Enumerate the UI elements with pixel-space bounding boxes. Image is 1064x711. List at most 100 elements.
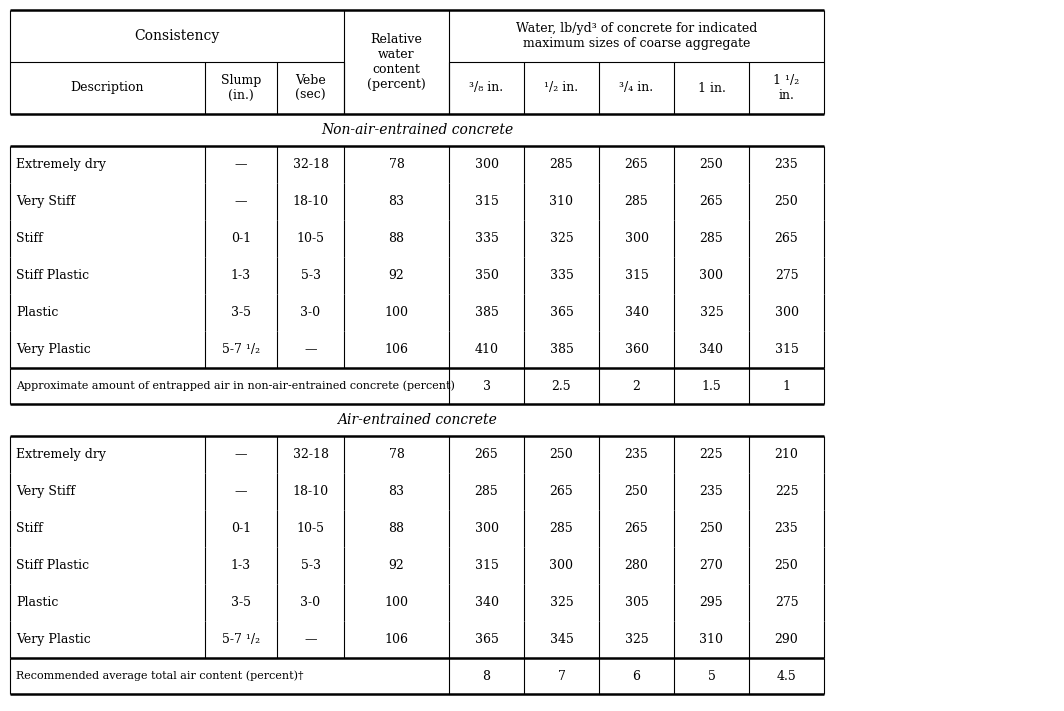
Text: 235: 235 xyxy=(775,522,798,535)
Text: 6: 6 xyxy=(632,670,641,683)
Text: 310: 310 xyxy=(699,633,724,646)
Text: 3: 3 xyxy=(482,380,491,392)
Text: 250: 250 xyxy=(700,158,724,171)
Text: Air-entrained concrete: Air-entrained concrete xyxy=(337,413,497,427)
Text: 1-3: 1-3 xyxy=(231,559,251,572)
Text: Plastic: Plastic xyxy=(16,306,59,319)
Text: 335: 335 xyxy=(550,269,573,282)
Text: 350: 350 xyxy=(475,269,498,282)
Text: 340: 340 xyxy=(699,343,724,356)
Text: 265: 265 xyxy=(625,158,648,171)
Text: 285: 285 xyxy=(700,232,724,245)
Text: 250: 250 xyxy=(625,485,648,498)
Text: Very Plastic: Very Plastic xyxy=(16,343,90,356)
Text: 300: 300 xyxy=(475,522,499,535)
Text: 83: 83 xyxy=(388,195,404,208)
Text: 250: 250 xyxy=(550,448,573,461)
Text: 265: 265 xyxy=(775,232,798,245)
Text: 3-5: 3-5 xyxy=(231,306,251,319)
Text: 7: 7 xyxy=(558,670,565,683)
Text: 325: 325 xyxy=(625,633,648,646)
Text: Very Stiff: Very Stiff xyxy=(16,195,76,208)
Text: 325: 325 xyxy=(550,232,573,245)
Text: 340: 340 xyxy=(475,596,499,609)
Text: 385: 385 xyxy=(550,343,573,356)
Text: 300: 300 xyxy=(699,269,724,282)
Text: 265: 265 xyxy=(475,448,498,461)
Text: 315: 315 xyxy=(775,343,798,356)
Text: 235: 235 xyxy=(625,448,648,461)
Text: ³/₈ in.: ³/₈ in. xyxy=(469,82,503,95)
Text: 106: 106 xyxy=(384,633,409,646)
Text: Consistency: Consistency xyxy=(134,29,219,43)
Text: 92: 92 xyxy=(388,269,404,282)
Text: 5-3: 5-3 xyxy=(300,269,320,282)
Text: 265: 265 xyxy=(550,485,573,498)
Text: Stiff Plastic: Stiff Plastic xyxy=(16,559,89,572)
Text: 250: 250 xyxy=(775,559,798,572)
Text: 4.5: 4.5 xyxy=(777,670,796,683)
Text: Extremely dry: Extremely dry xyxy=(16,158,106,171)
Text: 315: 315 xyxy=(625,269,648,282)
Text: 285: 285 xyxy=(550,158,573,171)
Text: 385: 385 xyxy=(475,306,498,319)
Text: 300: 300 xyxy=(549,559,573,572)
Text: —: — xyxy=(235,448,247,461)
Text: Stiff Plastic: Stiff Plastic xyxy=(16,269,89,282)
Text: Very Plastic: Very Plastic xyxy=(16,633,90,646)
Text: 5: 5 xyxy=(708,670,715,683)
Text: 360: 360 xyxy=(625,343,648,356)
Text: 1 ¹/₂
in.: 1 ¹/₂ in. xyxy=(774,74,800,102)
Text: 88: 88 xyxy=(388,232,404,245)
Text: 325: 325 xyxy=(550,596,573,609)
Text: 280: 280 xyxy=(625,559,648,572)
Text: —: — xyxy=(304,633,317,646)
Text: ¹/₂ in.: ¹/₂ in. xyxy=(545,82,579,95)
Text: 1 in.: 1 in. xyxy=(698,82,726,95)
Text: 8: 8 xyxy=(482,670,491,683)
Text: 2: 2 xyxy=(633,380,641,392)
Text: 3-0: 3-0 xyxy=(300,596,320,609)
Text: 1: 1 xyxy=(782,380,791,392)
Text: 365: 365 xyxy=(475,633,498,646)
Text: Water, lb/yd³ of concrete for indicated
maximum sizes of coarse aggregate: Water, lb/yd³ of concrete for indicated … xyxy=(516,22,758,50)
Text: 410: 410 xyxy=(475,343,499,356)
Text: 235: 235 xyxy=(700,485,724,498)
Text: Stiff: Stiff xyxy=(16,522,43,535)
Text: 83: 83 xyxy=(388,485,404,498)
Text: 18-10: 18-10 xyxy=(293,485,329,498)
Text: —: — xyxy=(235,195,247,208)
Text: 270: 270 xyxy=(700,559,724,572)
Text: 5-7 ¹/₂: 5-7 ¹/₂ xyxy=(222,633,260,646)
Text: Very Stiff: Very Stiff xyxy=(16,485,76,498)
Text: 225: 225 xyxy=(775,485,798,498)
Text: Slump
(in.): Slump (in.) xyxy=(221,74,261,102)
Text: 300: 300 xyxy=(625,232,648,245)
Text: 235: 235 xyxy=(775,158,798,171)
Text: 2.5: 2.5 xyxy=(552,380,571,392)
Text: 88: 88 xyxy=(388,522,404,535)
Text: 1-3: 1-3 xyxy=(231,269,251,282)
Text: 10-5: 10-5 xyxy=(297,522,325,535)
Text: 0-1: 0-1 xyxy=(231,232,251,245)
Text: —: — xyxy=(235,485,247,498)
Text: 315: 315 xyxy=(475,559,498,572)
Text: Relative
water
content
(percent): Relative water content (percent) xyxy=(367,33,426,91)
Text: 18-10: 18-10 xyxy=(293,195,329,208)
Text: 285: 285 xyxy=(475,485,498,498)
Text: 250: 250 xyxy=(775,195,798,208)
Text: 10-5: 10-5 xyxy=(297,232,325,245)
Text: 5-3: 5-3 xyxy=(300,559,320,572)
Text: —: — xyxy=(235,158,247,171)
Text: 365: 365 xyxy=(550,306,573,319)
Text: 290: 290 xyxy=(775,633,798,646)
Text: Stiff: Stiff xyxy=(16,232,43,245)
Text: 300: 300 xyxy=(475,158,499,171)
Text: 265: 265 xyxy=(700,195,724,208)
Text: 285: 285 xyxy=(625,195,648,208)
Text: 78: 78 xyxy=(388,448,404,461)
Text: 310: 310 xyxy=(549,195,573,208)
Text: 32-18: 32-18 xyxy=(293,158,329,171)
Text: 3-5: 3-5 xyxy=(231,596,251,609)
Text: 285: 285 xyxy=(550,522,573,535)
